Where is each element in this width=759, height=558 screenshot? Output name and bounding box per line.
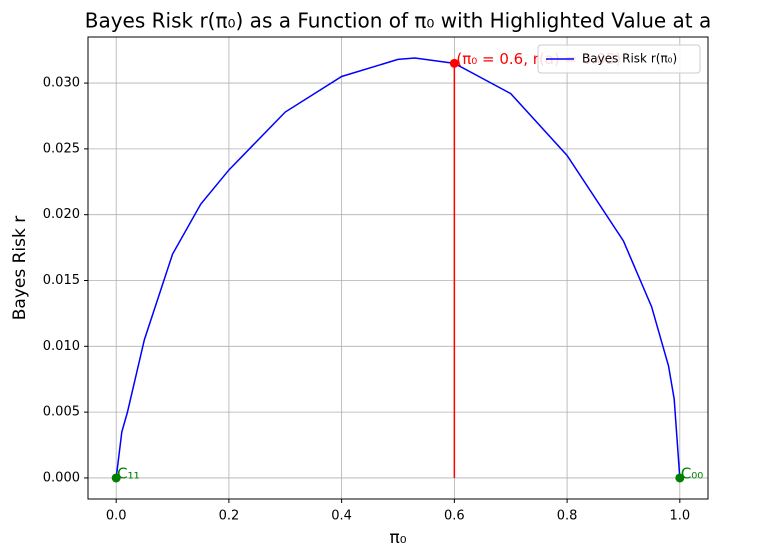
endpoint [675, 473, 685, 483]
y-tick-label: 0.020 [43, 207, 80, 222]
endpoint [111, 473, 121, 483]
highlight-point [449, 58, 459, 68]
x-tick-label: 0.6 [444, 509, 465, 524]
endpoint-label: C₁₁ [117, 464, 140, 482]
x-tick-label: 1.0 [669, 509, 690, 524]
chart-title: Bayes Risk r(π₀) as a Function of π₀ wit… [85, 9, 712, 33]
plot-frame [87, 36, 709, 500]
legend-label: Bayes Risk r(π₀) [582, 52, 677, 66]
y-tick-label: 0.030 [43, 76, 80, 91]
y-tick-label: 0.010 [43, 339, 80, 354]
x-tick-label: 0.0 [106, 509, 127, 524]
y-tick-label: 0.025 [43, 141, 80, 156]
x-tick-label: 0.4 [331, 509, 352, 524]
y-tick-label: 0.000 [43, 470, 80, 485]
endpoint-label: C₀₀ [681, 464, 704, 482]
x-tick-label: 0.8 [557, 509, 578, 524]
y-tick-label: 0.015 [43, 273, 80, 288]
line [115, 57, 681, 479]
legend-box [537, 44, 701, 74]
x-tick-label: 0.2 [219, 509, 240, 524]
x-axis-label: π₀ [389, 528, 406, 548]
y-tick-label: 0.005 [43, 405, 80, 420]
y-axis-label: Bayes Risk r [10, 216, 30, 321]
